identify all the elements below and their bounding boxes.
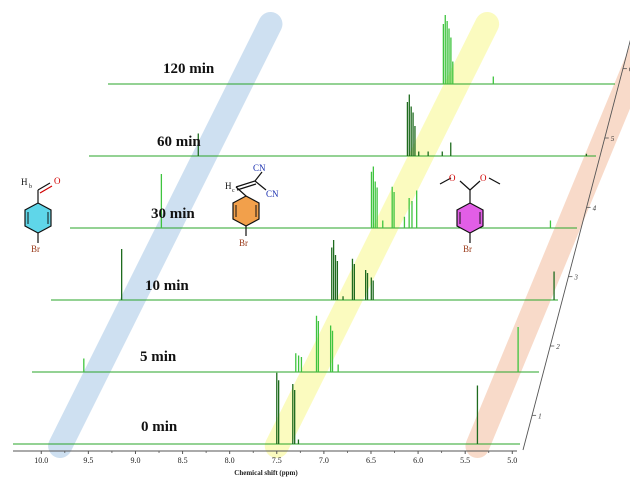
x-tick-label-6.5: 6.5	[366, 456, 376, 465]
vinyl-h-subscript: c	[232, 188, 235, 194]
x-tick-label-8.5: 8.5	[178, 456, 188, 465]
nitrile-br-label: Br	[239, 238, 248, 248]
spectra-peaks	[83, 15, 588, 444]
x-tick-label-9.5: 9.5	[83, 456, 93, 465]
acetal-band	[465, 45, 630, 458]
stack-tick-label-5: 5	[611, 135, 615, 143]
stack-axis: 1 2 3 4 5 6	[522, 39, 630, 451]
x-tick-label-6.0: 6.0	[413, 456, 423, 465]
stack-tick-label-4: 4	[593, 204, 597, 212]
acetal-br-label: Br	[463, 244, 472, 254]
stack-tick-label-6: 6	[629, 66, 630, 74]
x-tick-label-10.0: 10.0	[34, 456, 48, 465]
x-tick-label-9.0: 9.0	[130, 456, 140, 465]
stack-tick-label-3: 3	[573, 274, 578, 282]
nitrile-top-label: CN	[253, 163, 266, 173]
stack-axis-line	[522, 39, 630, 451]
time-label-10-min: 10 min	[145, 278, 189, 294]
highlight-bands	[48, 11, 630, 458]
stack-tick-label-2: 2	[556, 343, 560, 351]
structure-bromobenzaldehyde: H b O Br	[21, 176, 61, 254]
time-label-120-min: 120 min	[163, 61, 215, 77]
x-tick-label-7.0: 7.0	[319, 456, 329, 465]
aldehyde-o-label: O	[54, 176, 61, 186]
x-tick-label-7.5: 7.5	[272, 456, 282, 465]
aldehyde-h-subscript: b	[29, 184, 32, 190]
stack-tick-label-1: 1	[538, 412, 542, 420]
spectra-baselines	[13, 83, 615, 445]
x-axis-label: Chemical shift (ppm)	[234, 469, 298, 477]
x-tick-label-5.5: 5.5	[460, 456, 470, 465]
time-label-60-min: 60 min	[157, 134, 201, 150]
acetal-o-left-label: O	[449, 173, 456, 183]
structure-benzylidene-malononitrile: H c CN CN Br	[225, 163, 279, 248]
acetal-o-right-label: O	[480, 173, 487, 183]
alkene-band	[264, 11, 500, 458]
time-label-0-min: 0 min	[141, 419, 178, 435]
vinyl-h-label: H	[225, 181, 232, 191]
aldehyde-band	[48, 11, 283, 458]
aldehyde-h-label: H	[21, 177, 28, 187]
structure-dimethyl-acetal: O O Br	[439, 173, 501, 254]
time-label-30-min: 30 min	[151, 206, 195, 222]
aldehyde-br-label: Br	[31, 244, 40, 254]
nitrile-bottom-label: CN	[266, 189, 279, 199]
x-tick-label-5.0: 5.0	[507, 456, 517, 465]
x-tick-label-8.0: 8.0	[225, 456, 235, 465]
time-label-5-min: 5 min	[140, 349, 177, 365]
x-axis: 10.0 9.5 9.0 8.5 8.0 7.5 7.0 6.5 6.0 5.5 5.0	[13, 450, 517, 465]
